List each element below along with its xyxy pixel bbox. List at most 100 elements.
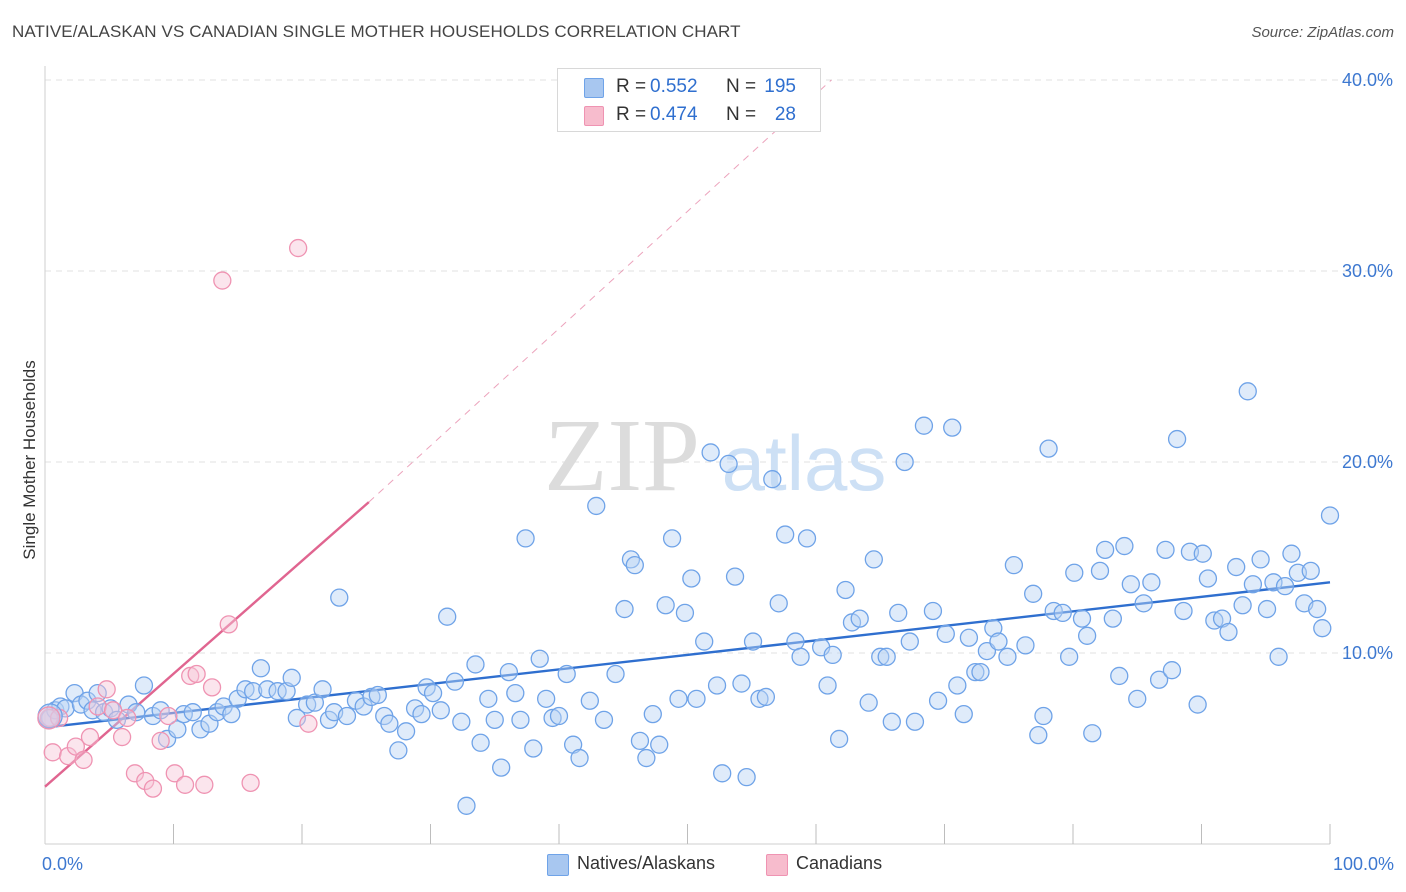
point-natives — [662, 529, 682, 548]
point-natives — [1301, 561, 1320, 581]
point-natives — [823, 645, 842, 665]
watermark: ZIP atlas — [544, 398, 886, 513]
legend-n-label: N = — [726, 76, 757, 97]
point-natives — [88, 683, 107, 703]
point-natives — [769, 594, 788, 613]
point-natives — [1072, 609, 1092, 628]
point-natives — [244, 682, 263, 701]
point-natives — [1090, 561, 1110, 581]
y-tick-label: 40.0% — [1342, 70, 1393, 90]
point-natives — [984, 619, 1003, 638]
point-natives — [134, 676, 154, 695]
point-natives — [656, 596, 675, 615]
point-natives — [1308, 599, 1327, 619]
point-natives — [466, 655, 485, 674]
point-canadians — [97, 680, 116, 699]
point-natives — [1156, 540, 1175, 560]
point-natives — [954, 704, 973, 724]
point-natives — [287, 708, 307, 728]
point-natives — [1004, 555, 1024, 575]
data-points — [37, 238, 1340, 815]
point-natives — [943, 418, 962, 437]
point-natives — [479, 689, 498, 708]
point-natives — [928, 691, 948, 710]
point-canadians — [187, 664, 206, 684]
point-natives — [1065, 563, 1084, 582]
point-natives — [797, 529, 817, 548]
point-natives — [1264, 573, 1283, 592]
point-canadians — [103, 701, 123, 720]
trend-line-canadians-extended — [368, 79, 832, 503]
point-natives — [530, 649, 549, 668]
point-natives — [1167, 429, 1187, 449]
point-natives — [423, 683, 443, 703]
point-natives — [1039, 439, 1058, 458]
point-natives — [750, 689, 769, 708]
point-natives — [1198, 569, 1218, 588]
point-natives — [763, 470, 782, 489]
point-canadians — [118, 708, 137, 728]
point-natives — [643, 704, 662, 724]
point-natives — [251, 659, 271, 678]
point-natives — [492, 758, 511, 777]
point-natives — [1059, 647, 1079, 666]
point-natives — [900, 632, 919, 651]
point-natives — [606, 664, 625, 684]
point-natives — [1243, 575, 1263, 594]
point-canadians — [112, 727, 132, 747]
point-natives — [707, 676, 727, 695]
point-natives — [282, 668, 301, 687]
point-canadians — [165, 764, 184, 783]
point-natives — [1174, 601, 1193, 621]
point-natives — [1251, 550, 1270, 569]
point-natives — [485, 710, 504, 729]
point-natives — [877, 647, 896, 666]
y-tick-label: 10.0% — [1342, 643, 1393, 663]
point-natives — [1149, 670, 1169, 689]
point-natives — [587, 496, 606, 516]
point-natives — [905, 712, 925, 731]
point-canadians — [241, 773, 260, 793]
point-natives — [506, 683, 525, 703]
point-natives — [713, 764, 732, 783]
point-canadians — [181, 666, 200, 686]
point-natives — [183, 703, 202, 722]
point-natives — [1238, 382, 1257, 401]
point-natives — [998, 647, 1017, 666]
point-natives — [537, 689, 556, 708]
legend-r-label: R = — [616, 76, 647, 97]
point-natives — [1083, 724, 1102, 743]
point-natives — [1193, 544, 1212, 563]
legend-r-label: R = — [616, 104, 647, 125]
correlation-legend: R = 0.552 N = 195 R = 0.474 N = 28 — [557, 68, 821, 132]
point-natives — [549, 706, 569, 726]
point-natives — [776, 525, 795, 544]
point-natives — [959, 628, 979, 647]
point-natives — [743, 632, 763, 651]
point-natives — [78, 691, 97, 710]
trend-lines — [44, 79, 1331, 788]
point-natives — [1128, 689, 1147, 708]
point-natives — [1257, 599, 1277, 619]
point-natives — [222, 704, 241, 724]
point-canadians-large — [37, 706, 61, 730]
point-natives — [191, 720, 210, 739]
point-natives — [818, 676, 837, 695]
point-natives — [923, 601, 943, 621]
point-natives — [337, 706, 357, 726]
point-natives — [791, 647, 810, 666]
series-legend: Natives/Alaskans Canadians — [0, 852, 1406, 876]
point-canadians — [151, 731, 170, 751]
point-natives — [719, 454, 738, 474]
point-natives — [557, 664, 576, 684]
point-canadians — [202, 678, 222, 697]
point-natives — [1219, 622, 1238, 642]
legend-swatch-canadians — [766, 854, 788, 876]
point-natives — [214, 697, 233, 716]
point-natives — [471, 733, 490, 752]
point-natives — [1233, 596, 1252, 615]
point-natives — [695, 632, 714, 651]
point-natives — [168, 720, 187, 739]
point-canadians — [213, 271, 232, 290]
